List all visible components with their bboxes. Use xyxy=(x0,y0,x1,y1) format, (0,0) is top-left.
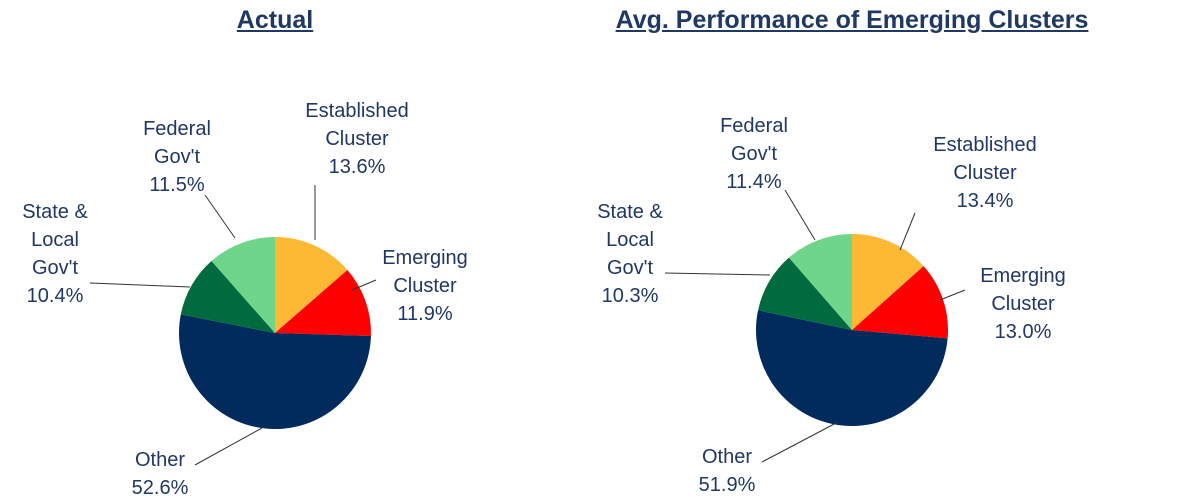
pie-slice xyxy=(756,310,948,426)
slice-label: Established Cluster xyxy=(933,134,1037,184)
slice-label: Other xyxy=(701,446,753,468)
pie-slice xyxy=(275,269,371,337)
leader-line xyxy=(784,189,816,241)
slice-value: 11.9% xyxy=(397,303,453,325)
pie-slice xyxy=(275,237,348,333)
pie-slice xyxy=(852,234,924,330)
pie-slice xyxy=(852,266,948,339)
slice-value: 10.4% xyxy=(26,285,84,307)
pie-slice xyxy=(179,314,371,430)
slice-value: 13.4% xyxy=(956,190,1014,212)
leader-line xyxy=(939,289,966,301)
slice-value: 52.6% xyxy=(131,477,189,499)
slice-value: 51.9% xyxy=(698,474,756,496)
leader-line xyxy=(761,421,839,463)
leader-line xyxy=(194,427,263,466)
leader-line xyxy=(664,272,771,276)
slice-label: Federal Gov't xyxy=(143,118,211,168)
slice-value: 13.0% xyxy=(994,321,1052,343)
pie-slice xyxy=(788,234,852,330)
chart-title: Actual xyxy=(236,6,314,34)
slice-value: 13.6% xyxy=(328,156,386,178)
pie-slice xyxy=(211,237,275,333)
leader-line xyxy=(351,279,377,291)
leader-line xyxy=(899,212,916,251)
slice-value: 10.3% xyxy=(601,285,659,307)
leader-line xyxy=(89,282,191,288)
slice-label: Established Cluster xyxy=(305,100,409,150)
pie-slice xyxy=(758,257,852,330)
slice-label: State & Local Gov't xyxy=(22,201,88,279)
slice-value: 11.4% xyxy=(726,171,782,193)
slice-label: Emerging Cluster xyxy=(980,265,1066,315)
slice-label: State & Local Gov't xyxy=(597,201,663,279)
slice-label: Federal Gov't xyxy=(720,115,788,165)
slice-label: Other xyxy=(134,449,186,471)
slice-value: 11.5% xyxy=(149,174,205,196)
pie-slice xyxy=(180,260,275,333)
slice-label: Emerging Cluster xyxy=(382,247,468,297)
chart-title: Avg. Performance of Emerging Clusters xyxy=(615,6,1089,34)
leader-line xyxy=(204,194,236,239)
